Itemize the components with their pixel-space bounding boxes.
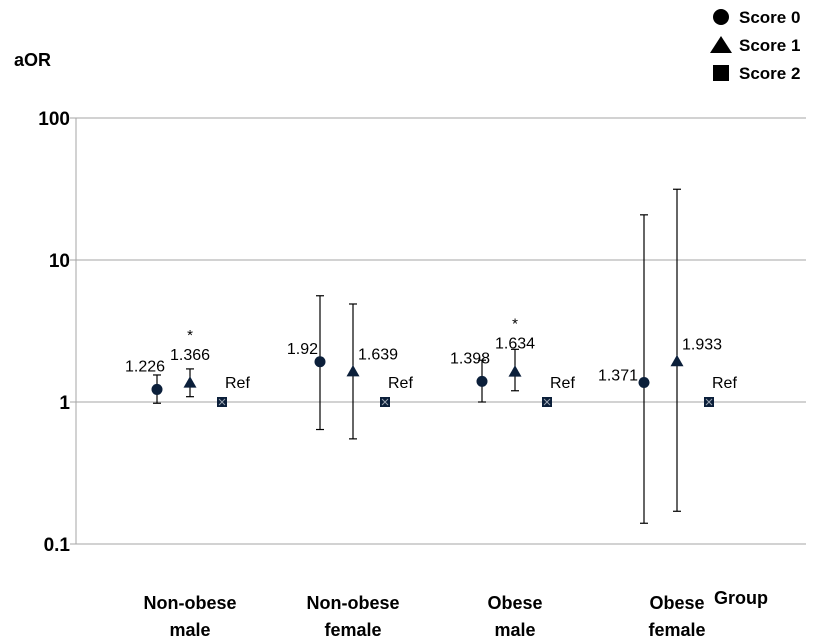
square-marker-cross — [705, 398, 713, 406]
error-bars — [153, 188, 681, 524]
legend-circle-icon — [713, 9, 729, 25]
x-category-label: Obese — [649, 593, 704, 613]
legend-square-icon — [713, 65, 729, 81]
y-tick-label: 0.1 — [44, 535, 71, 556]
y-axis-title: aOR — [14, 50, 51, 70]
legend: Score 0 Score 1 Score 2 — [710, 8, 800, 83]
x-category-label: female — [324, 620, 381, 640]
data-label: Ref — [388, 375, 413, 392]
marker-circle — [638, 377, 650, 389]
axis-layer: aOR Group Non-obese male Non-obese female Ob… — [14, 50, 768, 640]
data-label: 1.92 — [287, 341, 318, 358]
marker-triangle — [670, 354, 684, 367]
data-label: 1.933 — [682, 336, 722, 353]
marker-square — [380, 397, 390, 407]
significance-star: * — [187, 327, 193, 344]
data-label: Ref — [712, 375, 737, 392]
data-markers — [151, 354, 714, 407]
legend-triangle-icon — [710, 36, 732, 53]
data-label: 1.371 — [598, 368, 638, 385]
square-marker-cross — [543, 398, 551, 406]
marker-square — [542, 397, 552, 407]
x-category-label: male — [494, 620, 535, 640]
marker-triangle — [508, 365, 522, 377]
marker-triangle — [346, 365, 360, 377]
data-label: Ref — [550, 375, 575, 392]
y-tick-label: 1 — [59, 393, 70, 414]
marker-circle — [476, 375, 488, 387]
legend-label: Score 2 — [739, 64, 800, 83]
square-marker-cross — [381, 398, 389, 406]
data-label: 1.398 — [450, 350, 490, 367]
data-label: 1.366 — [170, 347, 210, 364]
marker-square — [217, 397, 227, 407]
data-label: Ref — [225, 375, 250, 392]
x-category-label: Obese — [487, 593, 542, 613]
significance-star: * — [512, 316, 518, 333]
x-category-label: male — [169, 620, 210, 640]
x-category-label: Non-obese — [306, 593, 399, 613]
data-label: 1.634 — [495, 336, 535, 353]
data-labels: 1.226 1.92 1.398 1.371 1.366 * 1.639 1.634 * 1.93… — [125, 316, 737, 392]
x-axis-title: Group — [714, 588, 768, 608]
x-category-label: female — [648, 620, 705, 640]
marker-square — [704, 397, 714, 407]
marker-circle — [151, 383, 163, 395]
grid-layer: 0.1 1 10 100 — [38, 109, 806, 556]
data-label: 1.639 — [358, 347, 398, 364]
data-label: 1.226 — [125, 358, 165, 375]
x-category-label: Non-obese — [143, 593, 236, 613]
legend-label: Score 1 — [739, 36, 800, 55]
y-tick-label: 100 — [38, 109, 70, 130]
y-tick-label: 10 — [49, 251, 70, 272]
square-marker-cross — [218, 398, 226, 406]
marker-triangle — [183, 376, 197, 388]
legend-label: Score 0 — [739, 8, 800, 27]
marker-circle — [314, 356, 326, 368]
